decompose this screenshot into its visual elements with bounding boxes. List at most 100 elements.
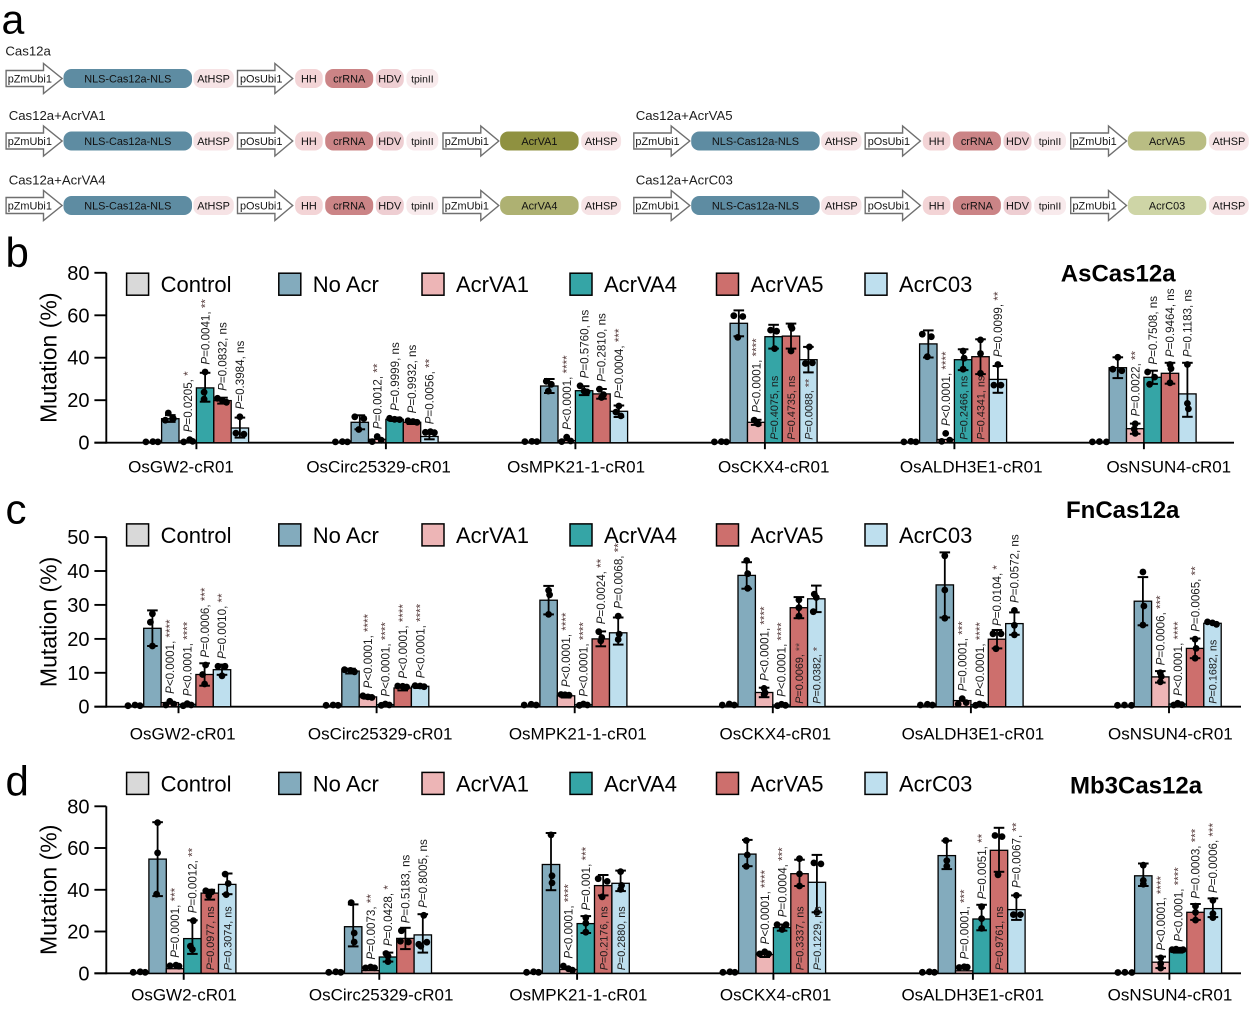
svg-text:P=0.0067, **: P=0.0067, ** xyxy=(1011,822,1024,888)
svg-text:AcrVA1: AcrVA1 xyxy=(456,523,529,548)
svg-text:P=0.0006, ***: P=0.0006, *** xyxy=(1155,595,1168,665)
svg-text:OsCirc25329-cR01: OsCirc25329-cR01 xyxy=(308,725,453,744)
svg-text:AsCas12a: AsCas12a xyxy=(1061,261,1176,288)
svg-text:AtHSP: AtHSP xyxy=(585,136,618,148)
svg-text:P=0.0004, ***: P=0.0004, *** xyxy=(776,847,789,917)
svg-text:AcrC03: AcrC03 xyxy=(899,771,972,796)
svg-text:OsNSUN4-cR01: OsNSUN4-cR01 xyxy=(1108,725,1233,744)
svg-text:50: 50 xyxy=(67,527,89,549)
svg-text:OsALDH3E1-cR01: OsALDH3E1-cR01 xyxy=(900,458,1043,477)
svg-text:HDV: HDV xyxy=(378,73,402,85)
svg-text:NLS-Cas12a-NLS: NLS-Cas12a-NLS xyxy=(712,200,799,212)
svg-text:P=0.0572, ns: P=0.0572, ns xyxy=(1009,534,1022,603)
svg-text:pZmUbi1: pZmUbi1 xyxy=(445,136,489,148)
svg-text:AcrVA1: AcrVA1 xyxy=(521,136,557,148)
svg-text:HDV: HDV xyxy=(1006,200,1030,212)
svg-text:No Acr: No Acr xyxy=(313,771,379,796)
svg-text:HDV: HDV xyxy=(378,200,402,212)
svg-text:Mb3Cas12a: Mb3Cas12a xyxy=(1070,773,1203,800)
svg-text:pZmUbi1: pZmUbi1 xyxy=(635,200,679,212)
svg-text:0: 0 xyxy=(78,963,89,985)
svg-text:crRNA: crRNA xyxy=(333,200,366,212)
svg-text:P=0.7508, ns: P=0.7508, ns xyxy=(1147,296,1160,365)
svg-text:pOsUbi1: pOsUbi1 xyxy=(240,200,282,212)
svg-text:P=0.0001, ***: P=0.0001, *** xyxy=(169,887,182,957)
svg-text:P=0.4735, ns: P=0.4735, ns xyxy=(786,375,798,440)
svg-text:AcrVA4: AcrVA4 xyxy=(521,200,557,212)
svg-text:AtHSP: AtHSP xyxy=(1213,136,1246,148)
svg-text:AtHSP: AtHSP xyxy=(825,136,858,148)
svg-text:P=0.5183, ns: P=0.5183, ns xyxy=(400,854,413,923)
svg-text:Mutation (%): Mutation (%) xyxy=(36,293,62,423)
svg-text:HH: HH xyxy=(301,200,317,212)
svg-text:OsMPK21-1-cR01: OsMPK21-1-cR01 xyxy=(507,458,645,477)
svg-text:crRNA: crRNA xyxy=(961,200,994,212)
svg-text:P=0.4075, ns: P=0.4075, ns xyxy=(769,375,781,440)
svg-text:d: d xyxy=(6,758,29,805)
svg-text:P<0.0001, ****: P<0.0001, **** xyxy=(560,612,573,687)
svg-text:P=0.2176, ns: P=0.2176, ns xyxy=(598,906,610,971)
svg-text:Mutation (%): Mutation (%) xyxy=(36,825,62,955)
svg-text:tpinII: tpinII xyxy=(1039,137,1062,148)
svg-text:AcrVA5: AcrVA5 xyxy=(751,771,824,796)
svg-text:tpinII: tpinII xyxy=(411,201,434,212)
svg-text:P=0.0069, **: P=0.0069, ** xyxy=(794,642,806,704)
svg-text:P<0.0001, ****: P<0.0001, **** xyxy=(561,355,574,430)
svg-text:OsCKX4-cR01: OsCKX4-cR01 xyxy=(720,725,831,744)
svg-text:HDV: HDV xyxy=(1006,136,1030,148)
svg-text:OsCKX4-cR01: OsCKX4-cR01 xyxy=(718,458,829,477)
svg-text:60: 60 xyxy=(67,838,89,860)
svg-text:Cas12a+AcrVA1: Cas12a+AcrVA1 xyxy=(9,108,106,123)
svg-text:tpinII: tpinII xyxy=(411,137,434,148)
svg-text:AcrVA4: AcrVA4 xyxy=(604,523,677,548)
svg-text:crRNA: crRNA xyxy=(333,73,366,85)
svg-text:P=0.1229, ns: P=0.1229, ns xyxy=(812,906,824,971)
svg-text:P<0.0001, ****: P<0.0001, **** xyxy=(940,351,953,426)
svg-text:OsCKX4-cR01: OsCKX4-cR01 xyxy=(720,985,831,1004)
svg-text:pZmUbi1: pZmUbi1 xyxy=(8,200,52,212)
svg-text:30: 30 xyxy=(67,595,89,617)
svg-text:P=0.2880, ns: P=0.2880, ns xyxy=(616,906,628,971)
svg-text:pOsUbi1: pOsUbi1 xyxy=(868,200,910,212)
svg-text:P=0.0056, **: P=0.0056, ** xyxy=(424,358,437,424)
svg-text:AcrVA1: AcrVA1 xyxy=(456,771,529,796)
svg-text:P=0.0068, **: P=0.0068, ** xyxy=(612,543,625,609)
svg-text:P=0.0382, *: P=0.0382, * xyxy=(812,646,824,704)
svg-text:P=0.5760, ns: P=0.5760, ns xyxy=(578,310,591,379)
svg-text:P=0.9761, ns: P=0.9761, ns xyxy=(994,906,1006,971)
svg-text:80: 80 xyxy=(67,796,89,818)
svg-text:0: 0 xyxy=(78,433,89,455)
svg-text:pZmUbi1: pZmUbi1 xyxy=(1073,200,1117,212)
svg-text:AcrVA5: AcrVA5 xyxy=(751,272,824,297)
svg-text:40: 40 xyxy=(67,880,89,902)
svg-text:NLS-Cas12a-NLS: NLS-Cas12a-NLS xyxy=(712,136,799,148)
svg-text:NLS-Cas12a-NLS: NLS-Cas12a-NLS xyxy=(84,136,171,148)
svg-text:P=0.0099, **: P=0.0099, ** xyxy=(992,291,1005,357)
svg-text:P<0.0001, ****: P<0.0001, **** xyxy=(362,613,375,688)
svg-text:P=0.0104, *: P=0.0104, * xyxy=(991,565,1004,626)
svg-text:80: 80 xyxy=(67,263,89,285)
svg-text:P<0.0001, ****: P<0.0001, **** xyxy=(750,338,763,413)
svg-text:OsGW2-cR01: OsGW2-cR01 xyxy=(130,725,236,744)
svg-text:OsALDH3E1-cR01: OsALDH3E1-cR01 xyxy=(902,725,1045,744)
svg-text:P=0.0088, **: P=0.0088, ** xyxy=(804,378,816,440)
svg-text:P=0.1682, ns: P=0.1682, ns xyxy=(1208,639,1220,704)
svg-text:P<0.0001, ****: P<0.0001, **** xyxy=(974,622,987,697)
svg-text:P=0.0832, ns: P=0.0832, ns xyxy=(217,322,230,391)
svg-text:P<0.0001, ****: P<0.0001, **** xyxy=(380,622,393,697)
svg-text:NLS-Cas12a-NLS: NLS-Cas12a-NLS xyxy=(84,73,171,85)
svg-text:P=0.001, ***: P=0.001, *** xyxy=(580,846,593,910)
svg-text:OsMPK21-1-cR01: OsMPK21-1-cR01 xyxy=(509,725,647,744)
svg-text:HH: HH xyxy=(301,136,317,148)
svg-text:Control: Control xyxy=(161,523,232,548)
svg-text:AcrVA5: AcrVA5 xyxy=(751,523,824,548)
svg-text:AtHSP: AtHSP xyxy=(1213,200,1246,212)
svg-text:AcrC03: AcrC03 xyxy=(899,272,972,297)
svg-text:AcrC03: AcrC03 xyxy=(1149,200,1185,212)
svg-text:No Acr: No Acr xyxy=(313,272,379,297)
svg-text:P<0.0001, ****: P<0.0001, **** xyxy=(414,603,427,678)
svg-text:pZmUbi1: pZmUbi1 xyxy=(8,136,52,148)
svg-text:40: 40 xyxy=(67,561,89,583)
svg-text:Cas12a+AcrVA5: Cas12a+AcrVA5 xyxy=(636,108,733,123)
svg-text:crRNA: crRNA xyxy=(961,136,994,148)
